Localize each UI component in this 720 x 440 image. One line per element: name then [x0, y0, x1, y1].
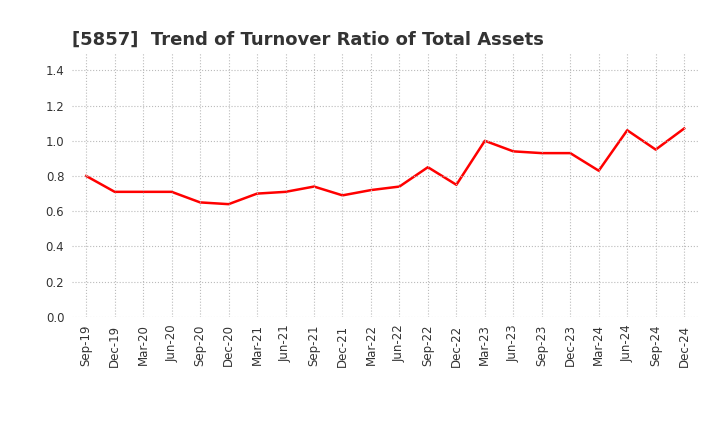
Text: [5857]  Trend of Turnover Ratio of Total Assets: [5857] Trend of Turnover Ratio of Total …: [72, 31, 544, 49]
